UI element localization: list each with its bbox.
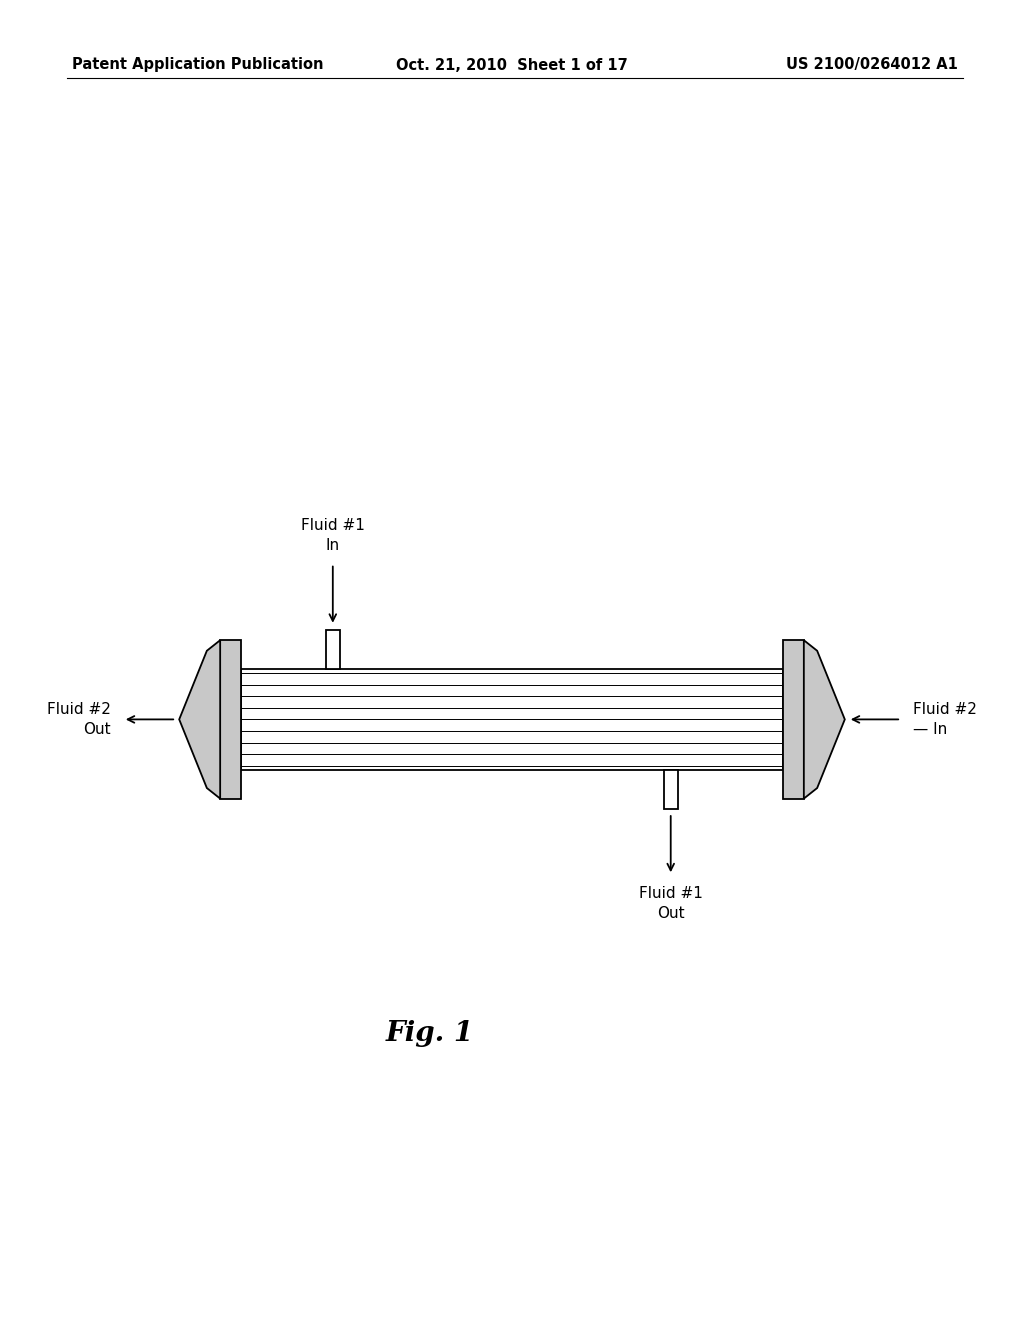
Text: Patent Application Publication: Patent Application Publication	[72, 58, 324, 73]
Text: Fluid #1
Out: Fluid #1 Out	[639, 886, 702, 920]
Polygon shape	[804, 640, 845, 799]
Text: Fluid #1
In: Fluid #1 In	[301, 519, 365, 553]
Bar	[664, 770, 678, 809]
Bar	[220, 640, 241, 799]
Text: Fluid #2
Out: Fluid #2 Out	[47, 702, 111, 737]
Bar	[241, 669, 783, 770]
Polygon shape	[179, 640, 220, 799]
Text: US 2100/0264012 A1: US 2100/0264012 A1	[785, 58, 957, 73]
Bar	[783, 640, 804, 799]
Bar	[326, 630, 340, 669]
Text: Oct. 21, 2010  Sheet 1 of 17: Oct. 21, 2010 Sheet 1 of 17	[396, 58, 628, 73]
Text: Fig. 1: Fig. 1	[386, 1020, 474, 1047]
Text: Fluid #2
— In: Fluid #2 — In	[913, 702, 977, 737]
